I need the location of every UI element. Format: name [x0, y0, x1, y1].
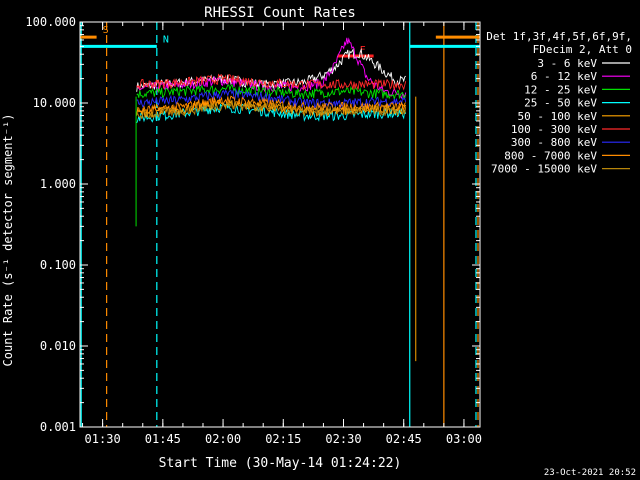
- y-tick-label: 100.000: [25, 15, 76, 29]
- legend-label: 25 - 50 keV: [524, 97, 597, 110]
- series-line-6-12-kev: [136, 37, 407, 100]
- plot-area: S N F: [80, 22, 480, 427]
- series-line-12-25-kev: [136, 83, 407, 101]
- y-tick-label: 0.100: [40, 258, 76, 272]
- plot-frame: [79, 21, 481, 428]
- legend-label: 12 - 25 keV: [524, 83, 597, 96]
- y-tick-label: 1.000: [40, 177, 76, 191]
- annotation-label-s: S: [103, 25, 109, 36]
- legend-title-line1: Det 1f,3f,4f,5f,6f,9f,: [486, 30, 632, 43]
- legend-label: 3 - 6 keV: [537, 57, 597, 70]
- series-line-800-7000-kev: [136, 95, 407, 116]
- x-tick-label: 02:00: [205, 432, 241, 446]
- legend: Det 1f,3f,4f,5f,6f,9f, FDecim 2, Att 0 3…: [486, 30, 632, 176]
- annotation-label-n: N: [163, 34, 169, 45]
- axes: 100.000 10.000 1.000 0.100 0.010 0.001 01:30 01…: [25, 15, 482, 446]
- y-axis-label: Count Rate (s⁻¹ detector segment⁻¹): [1, 114, 15, 367]
- x-tick-label: 01:30: [85, 432, 121, 446]
- x-tick-label: 01:45: [145, 432, 181, 446]
- chart-title: RHESSI Count Rates: [204, 5, 356, 21]
- y-tick-label: 10.000: [33, 96, 76, 110]
- legend-label: 100 - 300 keV: [511, 123, 597, 136]
- series-line-100-300-kev: [136, 73, 407, 91]
- legend-label: 800 - 7000 keV: [504, 149, 597, 162]
- x-tick-label: 02:15: [265, 432, 301, 446]
- annotation-label-f: F: [360, 45, 366, 56]
- series-line-300-800-kev: [136, 88, 407, 110]
- y-tick-label: 0.010: [40, 339, 76, 353]
- legend-label: 6 - 12 keV: [531, 70, 598, 83]
- legend-label: 50 - 100 keV: [518, 110, 598, 123]
- footer-timestamp: 23-Oct-2021 20:52: [544, 468, 636, 478]
- x-tick-label: 02:30: [325, 432, 361, 446]
- x-axis-label: Start Time (30-May-14 01:24:22): [159, 456, 402, 471]
- series-line-3-6-kev: [136, 47, 407, 92]
- legend-label: 7000 - 15000 keV: [491, 163, 597, 176]
- x-tick-label: 03:00: [446, 432, 482, 446]
- y-tick-label: 0.001: [40, 420, 76, 434]
- legend-title-line2: FDecim 2, Att 0: [533, 43, 632, 56]
- legend-label: 300 - 800 keV: [511, 136, 597, 149]
- x-tick-label: 02:45: [386, 432, 422, 446]
- series-line-7000-15000-kev: [136, 100, 407, 120]
